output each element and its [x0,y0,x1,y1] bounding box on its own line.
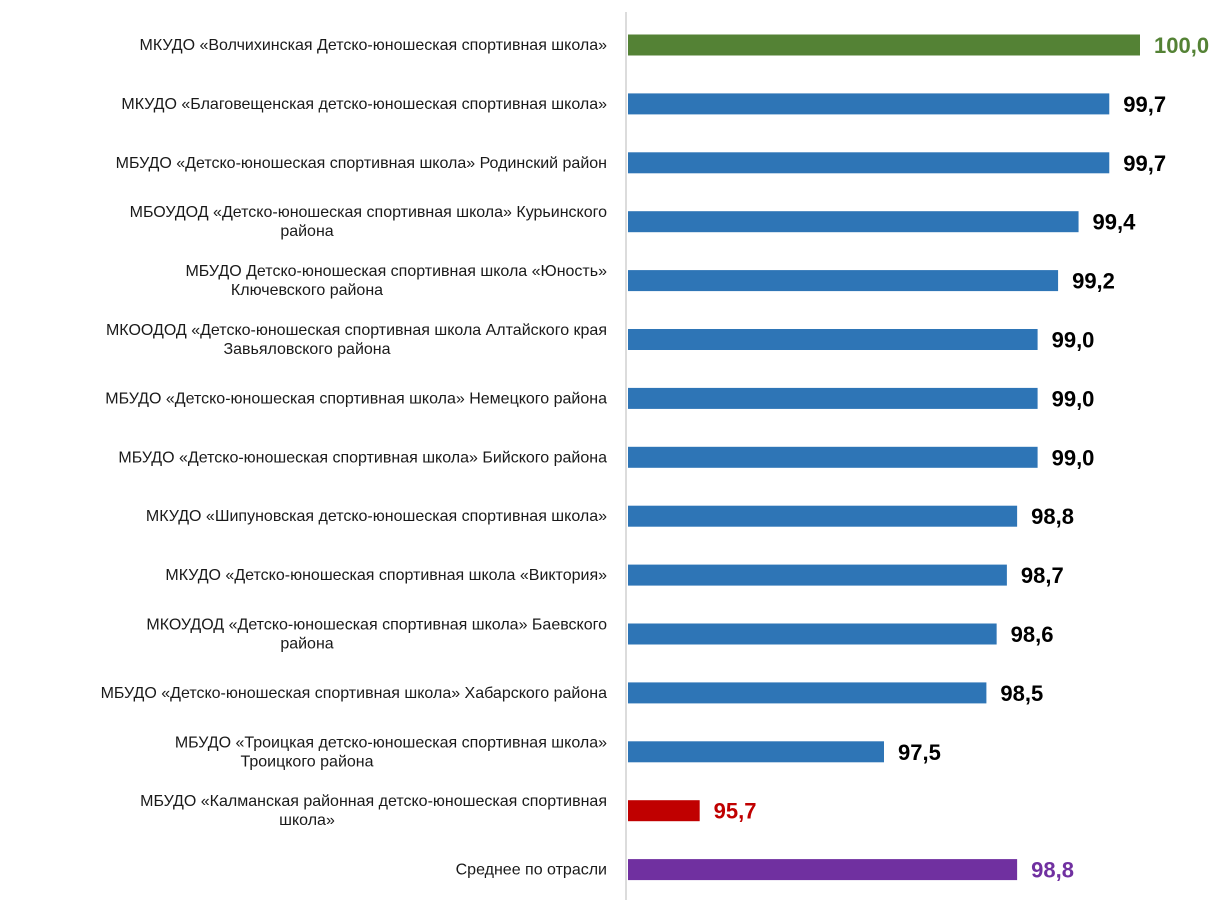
category-label-11-line-1: МКОУДОД «Детско-юношеская спортивная шко… [146,617,607,634]
bar-6 [628,329,1038,350]
category-labels: МКУДО «Волчихинская Детско-юношеская спо… [101,37,608,879]
category-label-15: Среднее по отрасли [456,862,607,879]
category-label-5-line-2: Ключевского района [231,282,383,299]
category-label-1: МКУДО «Волчихинская Детско-юношеская спо… [139,37,607,54]
bar-14 [628,800,700,822]
category-label-6-line-2: Завьяловского района [223,341,390,358]
category-label-14-line-2: школа» [279,812,335,829]
bar-9 [628,505,1018,527]
value-label-10: 98,7 [1021,563,1064,588]
value-label-15: 98,8 [1031,858,1074,883]
bar-3 [628,152,1110,174]
value-label-4: 99,4 [1093,210,1137,235]
category-label-11-line-2: района [280,636,333,653]
bar-8 [628,446,1038,468]
value-label-14: 95,7 [714,799,757,824]
category-label-10: МКУДО «Детско-юношеская спортивная школа… [165,567,607,584]
category-label-2: МКУДО «Благовещенская детско-юношеская с… [121,96,607,113]
category-label-12: МБУДО «Детско-юношеская спортивная школа… [101,685,608,702]
bar-13 [628,741,884,763]
value-label-9: 98,8 [1031,504,1074,529]
value-label-3: 99,7 [1123,151,1166,176]
value-label-12: 98,5 [1000,681,1043,706]
bar-4 [628,211,1079,233]
category-label-7: МБУДО «Детско-юношеская спортивная школа… [105,390,607,407]
value-label-2: 99,7 [1123,92,1166,117]
value-label-11: 98,6 [1011,622,1054,647]
category-label-6-line-1: МКООДОД «Детско-юношеская спортивная шко… [106,322,607,339]
bar-11 [628,623,997,645]
bar-5 [628,270,1059,292]
bar-7 [628,387,1038,409]
value-label-8: 99,0 [1052,445,1095,470]
category-label-9: МКУДО «Шипуновская детско-юношеская спор… [146,508,607,525]
bar-12 [628,682,987,704]
value-label-13: 97,5 [898,740,941,765]
value-label-7: 99,0 [1052,386,1095,411]
category-label-4-line-1: МБОУДОД «Детско-юношеская спортивная шко… [130,204,607,221]
category-label-13-line-2: Троицкого района [240,753,373,770]
bar-2 [628,93,1110,115]
category-label-13-line-1: МБУДО «Троицкая детско-юношеская спортив… [175,734,607,751]
bar-10 [628,564,1007,586]
value-labels: 100,0 99,7 99,7 99,4 99,2 99,0 99,0 99,0 98,8 98,… [714,33,1209,883]
value-label-5: 99,2 [1072,269,1115,294]
bar-1 [628,34,1140,56]
category-label-8: МБУДО «Детско-юношеская спортивная школа… [118,449,607,466]
category-label-5-line-1: МБУДО Детско-юношеская спортивная школа … [185,263,607,280]
category-label-4-line-2: района [280,223,333,240]
bars [628,34,1140,881]
category-label-14-line-1: МБУДО «Калманская районная детско-юношес… [140,793,607,810]
bar-15 [628,859,1018,881]
category-label-3: МБУДО «Детско-юношеская спортивная школа… [116,155,607,172]
value-label-6: 99,0 [1052,328,1095,353]
value-label-1: 100,0 [1154,33,1209,58]
